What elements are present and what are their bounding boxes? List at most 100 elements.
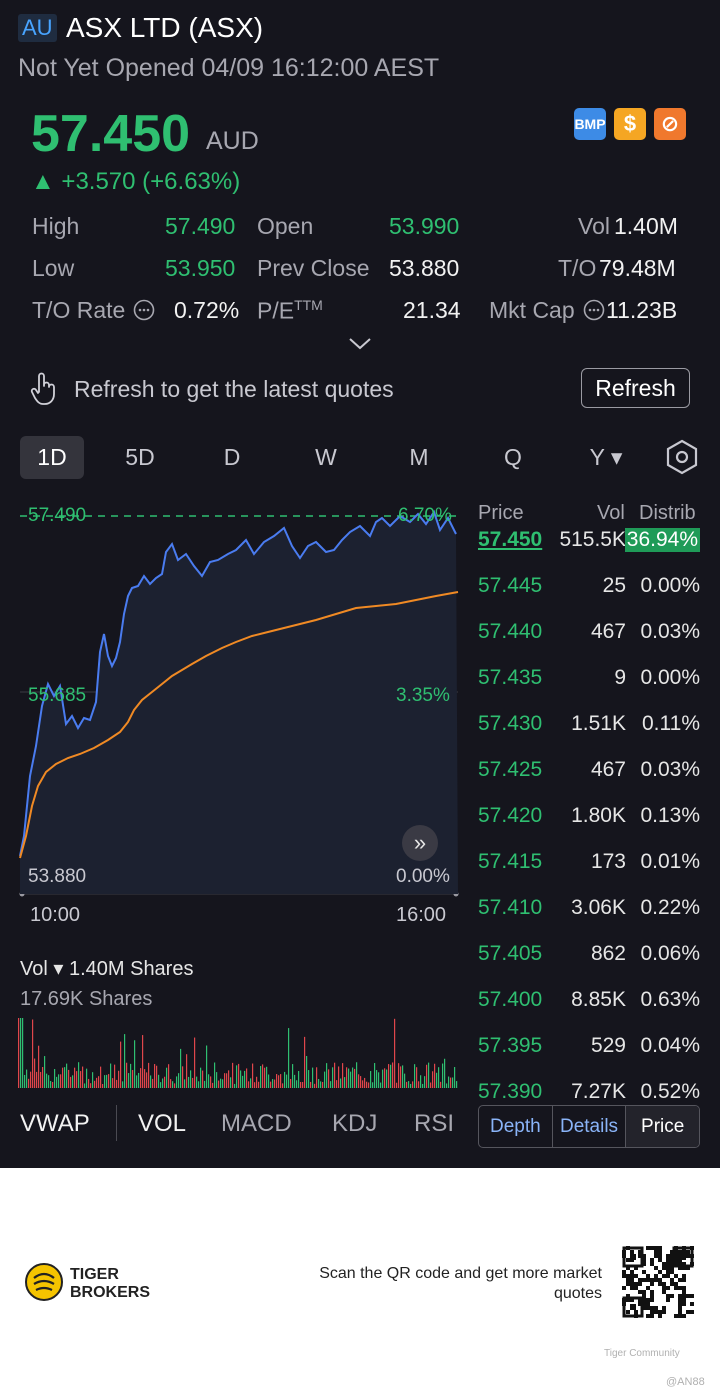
community-watermark: Tiger Community bbox=[604, 1348, 680, 1359]
open-label: Open bbox=[257, 213, 314, 239]
volume-bar bbox=[56, 1076, 58, 1088]
tab-y[interactable]: Y ▾ bbox=[589, 444, 623, 470]
volume-bar bbox=[412, 1081, 414, 1088]
volume-bar bbox=[326, 1063, 328, 1088]
tab-depth[interactable]: Depth bbox=[479, 1106, 553, 1147]
refresh-button[interactable]: Refresh bbox=[581, 368, 690, 408]
price-change: ▲ +3.570 (+6.63%) bbox=[31, 168, 241, 195]
volume-bar bbox=[214, 1062, 216, 1088]
info-icon[interactable] bbox=[583, 299, 605, 321]
row-price: 57.440 bbox=[478, 620, 543, 643]
volume-bar bbox=[220, 1078, 222, 1088]
pe-ttm-sup: TTM bbox=[294, 297, 323, 313]
volume-bar bbox=[170, 1079, 172, 1088]
volume-bar bbox=[70, 1076, 72, 1088]
col-price: Price bbox=[478, 502, 524, 524]
settings-icon[interactable] bbox=[664, 439, 700, 475]
prev-close-label: Prev Close bbox=[257, 255, 370, 281]
row-distrib: 0.11% bbox=[642, 712, 700, 735]
info-icon[interactable] bbox=[133, 299, 155, 321]
volume-bar bbox=[242, 1075, 244, 1088]
volume-bar bbox=[164, 1076, 166, 1088]
qr-code[interactable] bbox=[622, 1246, 694, 1318]
volume-bar bbox=[450, 1077, 452, 1088]
volume-bar bbox=[186, 1054, 188, 1088]
bmp-icon[interactable]: BMP bbox=[574, 108, 606, 140]
high-value: 57.490 bbox=[165, 213, 236, 239]
open-value: 53.990 bbox=[389, 213, 460, 239]
axis-high-price: 57.490 bbox=[28, 505, 87, 526]
volume-bar bbox=[184, 1079, 186, 1088]
price-row: 57.450 515.5K 36.94% bbox=[478, 528, 700, 558]
tab-details[interactable]: Details bbox=[553, 1106, 627, 1147]
volume-bar bbox=[348, 1068, 350, 1088]
volume-bar bbox=[138, 1072, 140, 1088]
indicator-divider bbox=[116, 1105, 117, 1141]
axis-high-pct: 6.70% bbox=[398, 505, 452, 526]
tab-1d[interactable]: 1D bbox=[20, 436, 84, 479]
intraday-chart[interactable] bbox=[16, 496, 464, 906]
volume-bar bbox=[120, 1041, 122, 1088]
chevron-down-icon[interactable] bbox=[346, 332, 374, 356]
row-vol: 467 bbox=[590, 620, 626, 643]
volume-bar bbox=[122, 1081, 124, 1088]
volume-bar bbox=[74, 1067, 76, 1088]
indicator-vwap[interactable]: VWAP bbox=[20, 1110, 90, 1137]
row-vol: 467 bbox=[590, 758, 626, 781]
volume-bar bbox=[310, 1081, 312, 1088]
tab-w[interactable]: W bbox=[315, 444, 337, 470]
volume-bar bbox=[22, 1018, 24, 1088]
brand-name: TIGER BROKERS bbox=[70, 1266, 151, 1301]
volume-bar bbox=[234, 1083, 236, 1088]
tab-m[interactable]: M bbox=[409, 444, 429, 470]
to-rate-value: 0.72% bbox=[174, 297, 240, 323]
pe-value: 21.34 bbox=[403, 297, 461, 323]
volume-bar bbox=[192, 1077, 194, 1088]
mkt-cap-value: 11.23B bbox=[606, 297, 678, 323]
volume-bar bbox=[232, 1062, 234, 1088]
tab-q[interactable]: Q bbox=[504, 444, 522, 470]
volume-bar bbox=[34, 1058, 36, 1088]
volume-bar bbox=[328, 1069, 330, 1088]
volume-bar bbox=[58, 1074, 60, 1088]
volume-bar bbox=[156, 1065, 158, 1088]
indicator-kdj[interactable]: KDJ bbox=[332, 1110, 378, 1137]
tab-price[interactable]: Price bbox=[626, 1106, 699, 1147]
price-row: 57.415 173 0.01% bbox=[478, 850, 700, 880]
volume-bar bbox=[358, 1074, 360, 1088]
axis-low-pct: 0.00% bbox=[396, 866, 450, 887]
hand-pointer-icon bbox=[30, 372, 55, 405]
volume-bar bbox=[454, 1067, 456, 1088]
volume-bar bbox=[204, 1080, 206, 1088]
row-distrib: 36.94% bbox=[624, 528, 700, 552]
volume-bar bbox=[128, 1073, 130, 1088]
volume-bar bbox=[194, 1037, 196, 1088]
volume-selector[interactable]: Vol ▾ 1.40M Shares bbox=[20, 958, 194, 980]
indicator-vol[interactable]: VOL bbox=[138, 1110, 187, 1137]
fast-forward-icon[interactable]: » bbox=[402, 825, 438, 861]
volume-bar bbox=[356, 1062, 358, 1088]
low-value: 53.950 bbox=[165, 255, 236, 281]
dollar-icon[interactable]: $ bbox=[614, 108, 646, 140]
volume-bar bbox=[118, 1070, 120, 1088]
volume-bar bbox=[252, 1063, 254, 1088]
volume-bar bbox=[80, 1071, 82, 1088]
volume-bar bbox=[370, 1071, 372, 1088]
tab-d[interactable]: D bbox=[223, 444, 241, 470]
vol-label: Vol bbox=[578, 213, 610, 239]
col-distrib: Distrib bbox=[639, 502, 696, 524]
tab-5d[interactable]: 5D bbox=[125, 444, 155, 470]
volume-bar bbox=[372, 1082, 374, 1088]
price-row: 57.400 8.85K 0.63% bbox=[478, 988, 700, 1018]
volume-bar bbox=[294, 1074, 296, 1088]
indicator-macd[interactable]: MACD bbox=[221, 1110, 292, 1137]
time-start: 10:00 bbox=[30, 904, 81, 926]
row-vol: 3.06K bbox=[571, 896, 626, 919]
row-distrib: 0.22% bbox=[640, 896, 700, 919]
row-distrib: 0.00% bbox=[640, 574, 700, 597]
volume-bar bbox=[98, 1076, 100, 1088]
indicator-rsi[interactable]: RSI bbox=[414, 1110, 455, 1137]
options-icon[interactable]: ⊘ bbox=[654, 108, 686, 140]
volume-bar bbox=[306, 1055, 308, 1088]
volume-bar bbox=[76, 1071, 78, 1088]
